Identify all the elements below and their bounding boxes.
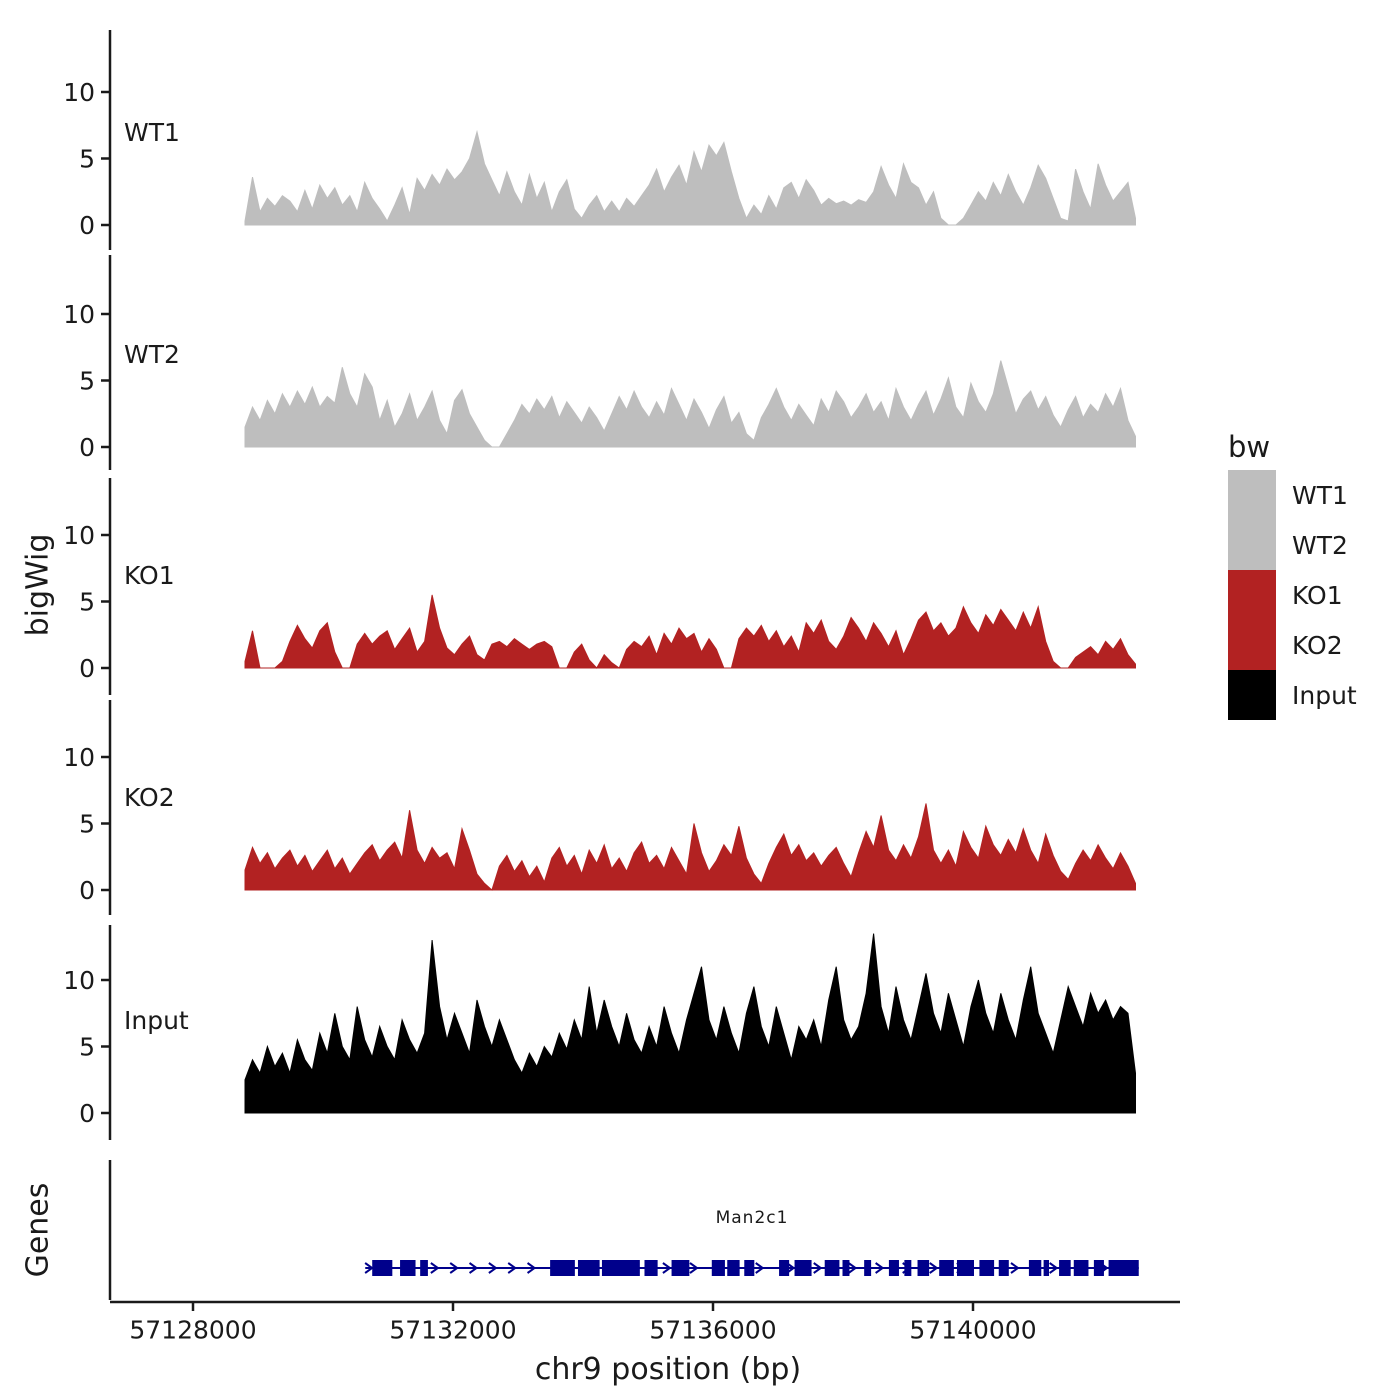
- genes-panel-title: Genes: [20, 1182, 56, 1278]
- gene-strand-chevron-4: [468, 1262, 479, 1274]
- gene-strand-chevron-17: [929, 1262, 939, 1274]
- legend-entry-WT2: WT2: [1228, 520, 1357, 570]
- y-tick-label-WT1-0: 0: [79, 211, 95, 240]
- gene-strand-chevron-15: [875, 1262, 885, 1274]
- gene-strand-chevron-6: [507, 1262, 517, 1274]
- track-area-WT2: [244, 360, 1136, 448]
- gene-exon-17: [904, 1260, 912, 1276]
- gene-exon-1: [400, 1260, 416, 1276]
- gene-exon-23: [1028, 1260, 1042, 1276]
- gene-exon-25: [1059, 1260, 1071, 1276]
- gene-exon-22: [998, 1260, 1009, 1276]
- gene-strand-chevron-20: [1049, 1262, 1059, 1274]
- gene-exon-6: [644, 1260, 658, 1276]
- gene-strand-chevron-9: [689, 1262, 699, 1274]
- legend-swatch-Input: [1228, 670, 1276, 720]
- y-tick-label-WT2-0: 0: [79, 433, 95, 462]
- gene-strand-chevron-3: [449, 1262, 459, 1274]
- y-tick-label-KO2-0: 0: [79, 876, 95, 905]
- gene-exon-15: [864, 1260, 872, 1276]
- legend-label-Input: Input: [1292, 680, 1357, 710]
- gene-name-label: Man2c1: [715, 1208, 789, 1228]
- legend-entry-KO1: KO1: [1228, 570, 1357, 620]
- x-tick-label-57136000: 57136000: [649, 1315, 776, 1344]
- gene-exon-11: [779, 1260, 790, 1276]
- y-tick-label-WT1-10: 10: [63, 78, 95, 107]
- y-tick-label-Input-0: 0: [79, 1099, 95, 1128]
- legend-label-KO1: KO1: [1292, 580, 1343, 610]
- legend-label-WT2: WT2: [1292, 530, 1348, 560]
- gene-strand-chevron-13: [813, 1262, 823, 1274]
- legend-title: bw: [1228, 430, 1271, 464]
- gene-strand-chevron-2: [430, 1262, 440, 1274]
- track-area-KO1: [244, 594, 1136, 669]
- y-tick-label-KO1-0: 0: [79, 654, 95, 683]
- gene-strand-chevron-14: [847, 1262, 858, 1274]
- y-tick-label-KO2-5: 5: [79, 809, 95, 838]
- legend-entry-Input: Input: [1228, 670, 1357, 720]
- gene-exon-28: [1108, 1260, 1139, 1276]
- track-area-WT1: [244, 129, 1136, 226]
- gene-exon-14: [842, 1260, 850, 1276]
- gene-strand-chevron-0: [364, 1262, 374, 1274]
- gene-exon-10: [744, 1260, 755, 1276]
- legend-entry-KO2: KO2: [1228, 620, 1357, 670]
- gene-exon-13: [824, 1260, 840, 1276]
- legend-label-KO2: KO2: [1292, 630, 1343, 660]
- legend-swatch-KO2: [1228, 620, 1276, 670]
- gene-strand-chevron-5: [488, 1262, 498, 1274]
- gene-exon-26: [1073, 1260, 1089, 1276]
- y-tick-label-WT2-10: 10: [63, 300, 95, 329]
- gene-exon-12: [794, 1260, 812, 1276]
- gene-exon-0: [372, 1260, 393, 1276]
- gene-exon-21: [979, 1260, 995, 1276]
- track-label-Input: Input: [124, 1006, 189, 1035]
- x-tick-label-57128000: 57128000: [129, 1315, 256, 1344]
- y-tick-label-WT1-5: 5: [79, 144, 95, 173]
- gene-exon-3: [550, 1260, 575, 1276]
- y-tick-label-KO2-10: 10: [63, 743, 95, 772]
- track-label-WT1: WT1: [124, 118, 180, 147]
- gene-exon-7: [671, 1260, 690, 1276]
- gene-exon-8: [711, 1260, 725, 1276]
- gene-exon-24: [1043, 1260, 1050, 1276]
- track-label-KO1: KO1: [124, 561, 175, 590]
- gene-exon-5: [601, 1260, 640, 1276]
- gene-exon-4: [577, 1260, 600, 1276]
- x-axis-title: chr9 position (bp): [534, 1352, 802, 1387]
- gene-strand-chevron-7: [526, 1262, 537, 1274]
- x-tick-label-57132000: 57132000: [389, 1315, 516, 1344]
- legend-swatch-KO1: [1228, 570, 1276, 620]
- y-tick-label-KO1-10: 10: [63, 521, 95, 550]
- legend-entry-WT1: WT1: [1228, 470, 1357, 520]
- legend-swatch-WT2: [1228, 520, 1276, 570]
- track-label-KO2: KO2: [124, 783, 175, 812]
- gene-exon-18: [917, 1260, 930, 1276]
- gene-exon-20: [956, 1260, 974, 1276]
- gene-exon-2: [420, 1260, 428, 1276]
- gene-exon-16: [888, 1260, 899, 1276]
- gene-exon-19: [939, 1260, 954, 1276]
- gene-exon-27: [1093, 1260, 1104, 1276]
- gene-strand-chevron-11: [755, 1262, 765, 1274]
- gene-exon-9: [727, 1260, 740, 1276]
- legend-swatch-WT1: [1228, 470, 1276, 520]
- y-axis-title: bigWig: [20, 533, 56, 637]
- track-area-KO2: [244, 803, 1136, 891]
- x-tick-label-57140000: 57140000: [909, 1315, 1036, 1344]
- legend: WT1 WT2 KO1 KO2 Input: [1228, 470, 1357, 720]
- y-tick-label-Input-5: 5: [79, 1032, 95, 1061]
- legend-label-WT1: WT1: [1292, 480, 1348, 510]
- y-tick-label-KO1-5: 5: [79, 587, 95, 616]
- y-tick-label-WT2-5: 5: [79, 366, 95, 395]
- gene-strand-chevron-8: [662, 1262, 672, 1274]
- track-area-Input: [244, 933, 1136, 1114]
- y-tick-label-Input-10: 10: [63, 966, 95, 995]
- track-label-WT2: WT2: [124, 340, 180, 369]
- gene-strand-chevron-19: [1010, 1262, 1020, 1274]
